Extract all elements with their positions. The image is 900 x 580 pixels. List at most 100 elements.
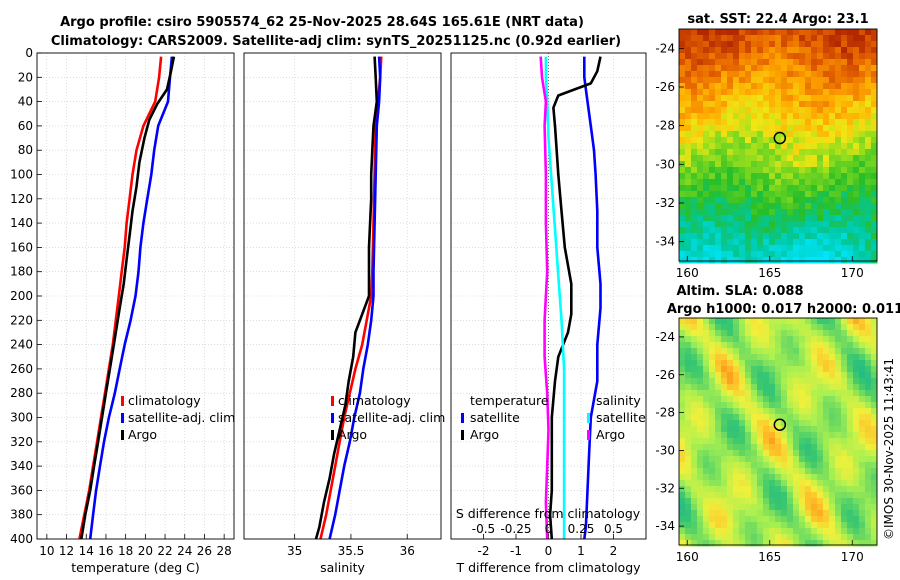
map-pixel [733,510,740,517]
map-pixel [751,239,758,246]
map-pixel [793,516,800,523]
map-pixel [811,516,818,523]
map-pixel [715,173,722,180]
map-pixel [685,480,692,487]
map-pixel [835,95,842,102]
map-pixel [703,251,710,258]
map-pixel [787,83,794,90]
map-pixel [805,324,812,331]
map-pixel [697,47,704,54]
map-pixel [829,402,836,409]
map-pixel [781,438,788,445]
map-pixel [745,390,752,397]
map-pixel [679,131,686,138]
map-pixel [745,504,752,511]
map-pixel [811,456,818,463]
map-pixel [679,89,686,96]
map-pixel [745,426,752,433]
map-pixel [709,203,716,210]
map-pixel [835,318,842,325]
map-pixel [709,390,716,397]
map-pixel [727,71,734,78]
map-pixel [727,113,734,120]
map-pixel [829,179,836,186]
map-pixel [817,209,824,216]
map-pixel [685,221,692,228]
map-pixel [727,426,734,433]
map-pixel [751,480,758,487]
map-pixel [745,197,752,204]
map-pixel [781,444,788,451]
map-pixel [691,540,698,547]
map-pixel [679,155,686,162]
map-pixel [829,191,836,198]
map-pixel [733,167,740,174]
map-pixel [739,59,746,66]
map-pixel [775,498,782,505]
map-pixel [721,77,728,84]
map-pixel [805,414,812,421]
map-pixel [823,504,830,511]
series-line-salinity-satellite [544,56,566,539]
y-tick-label: -24 [655,330,675,344]
map-pixel [727,450,734,457]
map-pixel [823,348,830,355]
map-pixel [697,540,704,547]
map-pixel [817,420,824,427]
map-pixel [769,510,776,517]
map-pixel [757,149,764,156]
map-pixel [757,143,764,150]
map-pixel [871,227,878,234]
map-pixel [829,89,836,96]
map-pixel [751,41,758,48]
map-pixel [793,167,800,174]
map-pixel [781,402,788,409]
map-pixel [721,354,728,361]
map-pixel [757,492,764,499]
top-tick-label: 0 [545,522,553,536]
map-pixel [781,414,788,421]
map-pixel [721,203,728,210]
map-pixel [691,101,698,108]
map-pixel [685,53,692,60]
map-pixel [703,438,710,445]
map-pixel [739,444,746,451]
map-pixel [727,444,734,451]
map-pixel [733,378,740,385]
map-pixel [751,221,758,228]
map-pixel [841,227,848,234]
map-pixel [787,131,794,138]
axes-frame [450,52,647,540]
map-pixel [787,173,794,180]
map-pixel [871,197,878,204]
map-pixel [865,257,872,264]
map-pixel [799,324,806,331]
map-pixel [853,149,860,156]
map-pixel [745,101,752,108]
map-pixel [871,408,878,415]
map-pixel [811,402,818,409]
map-pixel [787,101,794,108]
map-pixel [799,185,806,192]
map-pixel [709,330,716,337]
map-pixel [865,89,872,96]
map-pixel [871,107,878,114]
map-pixel [817,510,824,517]
map-pixel [787,390,794,397]
map-pixel [781,366,788,373]
map-pixel [835,89,842,96]
map-pixel [745,402,752,409]
map-pixel [829,119,836,126]
map-pixel [763,498,770,505]
map-pixel [841,59,848,66]
map-pixel [703,432,710,439]
map-pixel [721,239,728,246]
map-pixel [847,179,854,186]
map-pixel [685,29,692,36]
legend-swatch [331,413,334,423]
map-pixel [739,71,746,78]
map-pixel [811,35,818,42]
map-pixel [871,77,878,84]
map-pixel [697,516,704,523]
map-pixel [835,348,842,355]
